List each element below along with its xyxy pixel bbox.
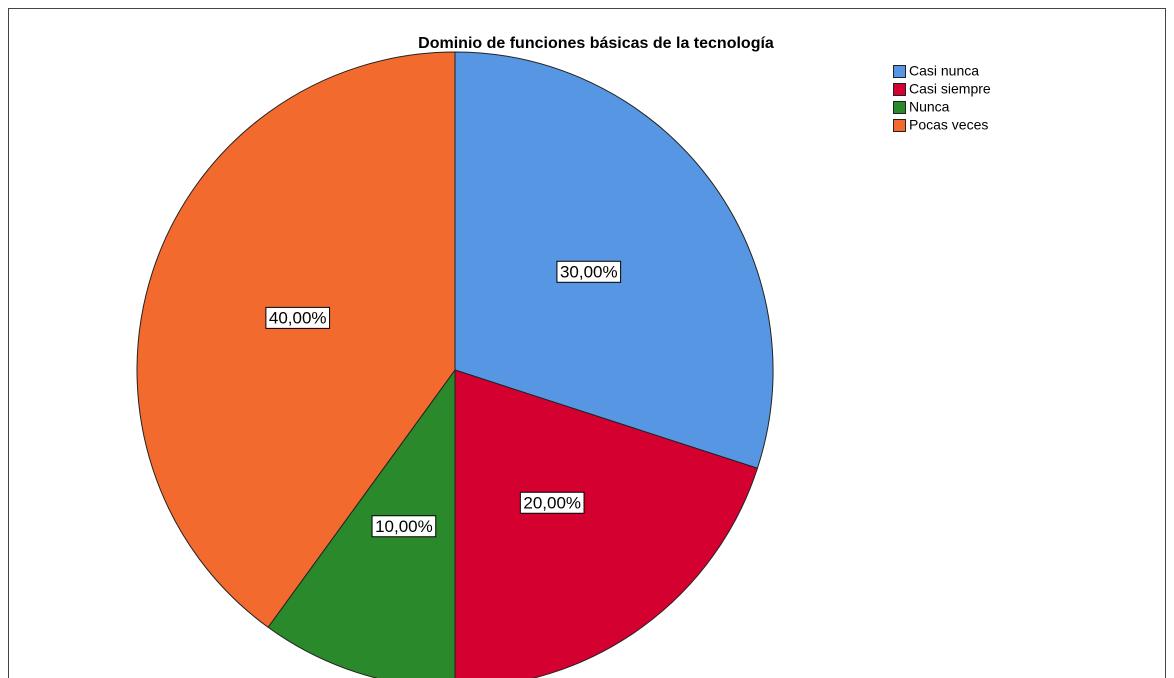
data-label: 30,00%	[560, 262, 618, 281]
data-label-group: 40,00%	[265, 306, 331, 329]
data-label-box	[265, 306, 331, 329]
data-label-group: 30,00%	[556, 260, 622, 283]
data-label-group: 20,00%	[519, 491, 585, 514]
data-label: 10,00%	[375, 517, 433, 536]
data-label: 20,00%	[523, 493, 581, 512]
legend-swatch	[893, 83, 906, 96]
legend-label: Casi nunca	[909, 63, 979, 79]
pie-slice	[454, 369, 759, 678]
data-label-group: 10,00%	[371, 515, 437, 538]
pie-slice	[136, 51, 456, 628]
legend-swatch	[893, 101, 906, 114]
data-label: 40,00%	[269, 308, 327, 327]
data-label-box	[556, 260, 622, 283]
pie-slice	[267, 368, 456, 678]
pie-slice	[454, 51, 774, 469]
legend-label: Pocas veces	[909, 117, 988, 133]
chart-title: Dominio de funciones básicas de la tecno…	[418, 35, 774, 52]
legend-swatch	[893, 119, 906, 132]
legend-label: Nunca	[909, 99, 950, 115]
legend-label: Casi siempre	[909, 81, 991, 97]
data-label-box	[519, 491, 585, 514]
data-label-box	[371, 515, 437, 538]
legend-swatch	[893, 65, 906, 78]
